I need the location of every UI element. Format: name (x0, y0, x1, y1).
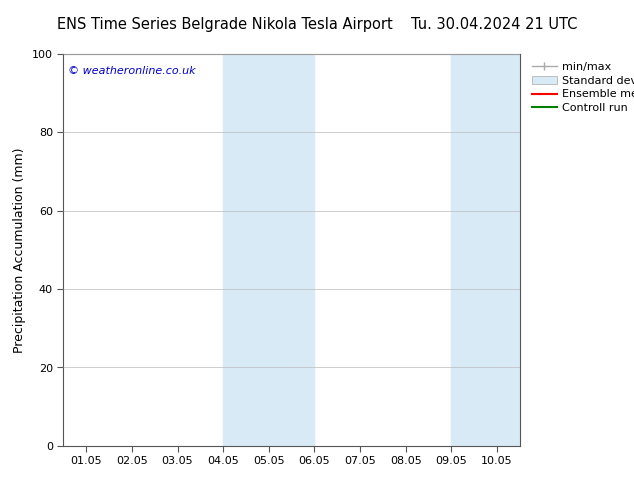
Text: ENS Time Series Belgrade Nikola Tesla Airport: ENS Time Series Belgrade Nikola Tesla Ai… (57, 17, 393, 32)
Legend: min/max, Standard deviation, Ensemble mean run, Controll run: min/max, Standard deviation, Ensemble me… (530, 59, 634, 116)
Bar (451, 54, 520, 446)
Y-axis label: Precipitation Accumulation (mm): Precipitation Accumulation (mm) (13, 147, 27, 353)
Text: Tu. 30.04.2024 21 UTC: Tu. 30.04.2024 21 UTC (411, 17, 577, 32)
Text: © weatheronline.co.uk: © weatheronline.co.uk (68, 66, 196, 75)
Bar (223, 54, 314, 446)
